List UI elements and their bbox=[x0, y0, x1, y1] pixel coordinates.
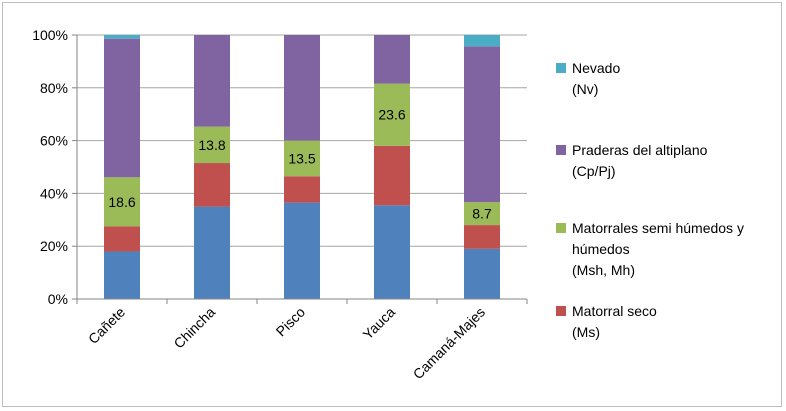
bar-segment bbox=[464, 35, 500, 47]
legend-label: (Msh, Mh) bbox=[572, 262, 635, 278]
bar-segment bbox=[464, 46, 500, 203]
bar-segment bbox=[464, 248, 500, 299]
chart-frame: 0% 20% 40% 60% 80% 100% 18.6 Cañete 13.8 Chincha 1… bbox=[2, 2, 782, 407]
legend-swatch bbox=[556, 223, 566, 233]
bar-segment bbox=[374, 83, 410, 146]
category-label: Yauca bbox=[359, 304, 398, 343]
bar-segment bbox=[284, 35, 320, 141]
legend-swatch bbox=[556, 145, 566, 155]
bar-segment bbox=[374, 145, 410, 206]
bar-segment bbox=[104, 38, 140, 178]
y-tick-label: 60% bbox=[40, 133, 68, 149]
bar-segment bbox=[104, 226, 140, 252]
legend-label: Praderas del altiplano bbox=[572, 142, 708, 158]
bar-segment bbox=[194, 35, 230, 127]
data-label: 13.8 bbox=[198, 137, 225, 153]
legend-label: húmedos bbox=[572, 241, 630, 257]
bar-segment bbox=[464, 225, 500, 249]
legend-label: Nevado bbox=[572, 60, 620, 76]
bar-segment bbox=[104, 35, 140, 39]
stacked-bar-chart: 0% 20% 40% 60% 80% 100% 18.6 Cañete 13.8 Chincha 1… bbox=[32, 27, 744, 382]
category-label: Camaná-Majes bbox=[410, 304, 488, 382]
bar-segment bbox=[194, 206, 230, 299]
bar-segment bbox=[194, 163, 230, 207]
legend-swatch bbox=[556, 306, 566, 316]
data-label: 18.6 bbox=[108, 194, 135, 210]
legend-label: (Nv) bbox=[572, 81, 598, 97]
data-label: 13.5 bbox=[288, 150, 315, 166]
category-label: Cañete bbox=[85, 304, 128, 347]
legend-label: Matorrales semi húmedos y bbox=[572, 220, 744, 236]
y-tick-label: 20% bbox=[40, 238, 68, 254]
y-tick-label: 40% bbox=[40, 185, 68, 201]
bar-segment bbox=[104, 251, 140, 299]
bar-segment bbox=[284, 202, 320, 299]
y-tick-label: 0% bbox=[48, 291, 68, 307]
legend-swatch bbox=[556, 63, 566, 73]
bar-segment bbox=[374, 205, 410, 299]
y-tick-label: 100% bbox=[32, 27, 68, 43]
bar-segment bbox=[284, 176, 320, 203]
legend-label: Matorral seco bbox=[572, 303, 657, 319]
category-label: Pisco bbox=[273, 304, 309, 340]
y-tick-label: 80% bbox=[40, 80, 68, 96]
category-label: Chincha bbox=[170, 304, 218, 352]
bar-segment bbox=[374, 35, 410, 84]
legend-label: (Cp/Pj) bbox=[572, 163, 616, 179]
bar-segment bbox=[464, 202, 500, 226]
bar-segment bbox=[104, 177, 140, 227]
data-label: 23.6 bbox=[378, 107, 405, 123]
legend-label: (Ms) bbox=[572, 324, 600, 340]
data-label: 8.7 bbox=[472, 206, 492, 222]
bar-segment bbox=[194, 126, 230, 164]
bar-segment bbox=[284, 140, 320, 177]
